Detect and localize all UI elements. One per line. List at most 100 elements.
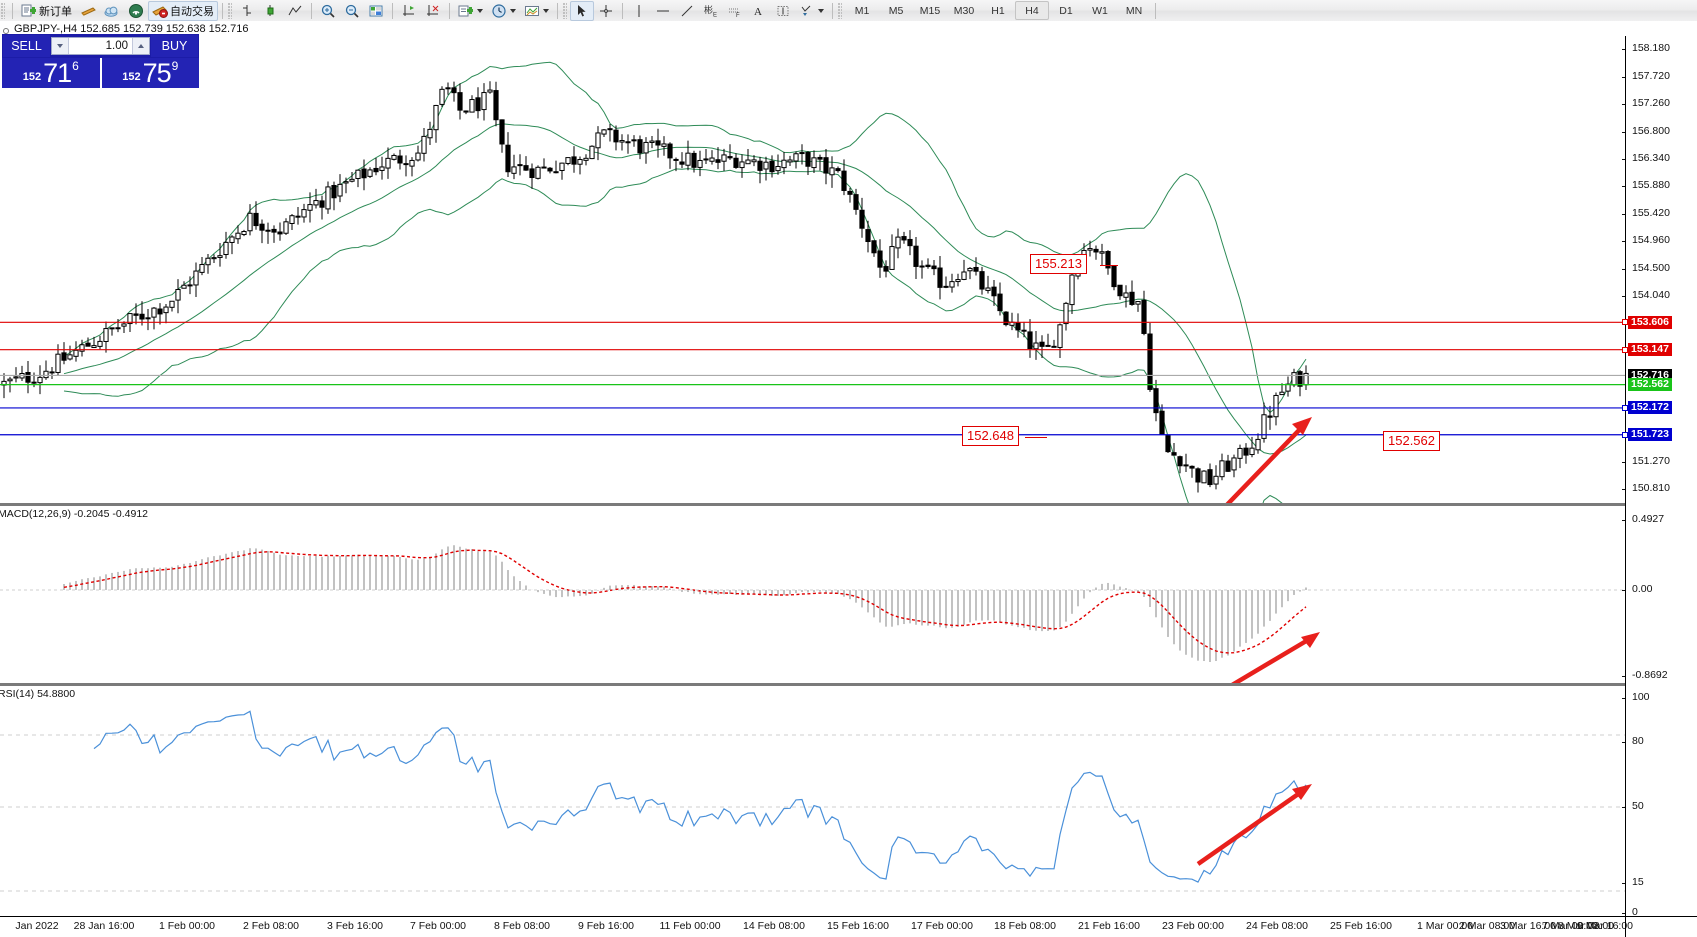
timeframe-w1[interactable]: W1 [1092,4,1108,17]
level-handle[interactable] [1622,319,1628,326]
buy-price-display[interactable]: 152 75 9 [101,58,199,88]
time-label: 25 Feb 16:00 [1330,920,1392,932]
data-window-button[interactable] [364,1,388,21]
sell-price-display[interactable]: 152 71 6 [2,58,100,88]
signals-button[interactable] [124,1,148,21]
toolbar-grip[interactable] [563,2,567,19]
toolbar-separator [622,2,623,19]
objects-button[interactable] [795,1,828,21]
one-click-trading-panel[interactable]: SELL 1.00 BUY 152 71 6 152 75 9 [2,34,199,88]
chevron-up-icon [138,44,144,48]
shift-button[interactable] [397,1,421,21]
svg-text:彬: 彬 [704,4,713,15]
periods-button[interactable] [487,1,520,21]
chevron-down-icon[interactable] [543,8,549,13]
axis-price-label-153147[interactable]: 153.147 [1628,343,1672,357]
channel-icon: F [729,8,740,19]
timeframe-m5[interactable]: M5 [888,4,904,17]
volume-increase-button[interactable] [132,38,149,54]
annotation-155213[interactable]: 155.213 [1030,254,1087,274]
buy-button[interactable]: BUY [151,35,198,57]
svg-text:A: A [754,6,762,18]
axis-tick: 0.4927 [1621,513,1664,525]
bollinger-upper-band [63,61,1307,414]
macd-trend-arrow [1231,632,1320,683]
bar-chart-button[interactable] [235,1,259,21]
toolbar-separator [222,2,223,19]
annotation-152648[interactable]: 152.648 [962,426,1019,446]
vertical-line-icon [638,4,640,17]
metaeditor-button[interactable] [100,1,124,21]
vertical-line-button[interactable] [627,1,651,21]
sell-button[interactable]: SELL [3,35,50,57]
annotation-tail [1025,437,1047,438]
chevron-down-icon[interactable] [510,8,516,13]
cursor-button[interactable] [570,0,594,21]
macd-histogram [63,545,1307,662]
chevron-down-icon[interactable] [477,8,483,13]
trendline-button[interactable] [675,1,699,21]
templates-button[interactable] [520,1,553,21]
sell-price-big: 71 [43,58,72,88]
oct-controls-row: SELL 1.00 BUY [2,34,199,58]
axis-tick: 151.270 [1622,455,1670,467]
timeframe-d1[interactable]: D1 [1059,4,1073,17]
zoom-out-button[interactable] [340,1,364,21]
timeframe-h1[interactable]: H1 [991,4,1005,17]
time-label: 14 Feb 08:00 [743,920,805,932]
level-handle[interactable] [1622,404,1628,411]
axis-price-label-152172[interactable]: 152.172 [1628,401,1672,415]
bollinger-middle-band [63,123,1307,455]
price-axis[interactable]: 158.180 157.720 157.260 156.800 156.340 155.8… [1621,36,1697,918]
macd-pane[interactable]: MACD(12,26,9) -0.2045 -0.4912 [0,507,1625,683]
shift-icon [403,4,414,16]
pane-divider-1[interactable] [0,503,1697,506]
indicators-button[interactable] [454,1,487,21]
text-button[interactable]: A [747,1,771,21]
chart-container[interactable]: 155.213 152.648 152.562 150.953 MACD(12,… [0,36,1697,925]
level-handle[interactable] [1622,346,1628,353]
timeframe-h4[interactable]: H4 [1015,1,1049,20]
horizontal-line-button[interactable] [651,1,675,21]
chevron-down-icon[interactable] [818,8,824,13]
axis-price-label-152562[interactable]: 152.562 [1628,378,1672,392]
toolbar-grip[interactable] [1,2,5,19]
fibonacci-icon: 彬 E [704,4,717,19]
level-handle[interactable] [1622,431,1628,438]
crosshair-button[interactable] [594,1,618,21]
channel-button[interactable]: F [723,1,747,21]
publisher-button[interactable] [76,1,100,21]
timeframe-mn[interactable]: MN [1125,4,1143,17]
axis-price-label-153606[interactable]: 153.606 [1628,315,1672,329]
rsi-pane[interactable]: RSI(14) 54.8800 [0,687,1625,925]
line-chart-button[interactable] [283,1,307,21]
auto-trading-button[interactable]: 自动交易 [148,0,218,21]
axis-tick: 155.880 [1622,179,1670,191]
zoom-in-button[interactable] [316,1,340,21]
time-label: 11 Feb 00:00 [659,920,721,932]
toolbar-grip[interactable] [228,2,232,19]
cursor-icon [578,4,586,16]
timeframe-m1[interactable]: M1 [854,4,870,17]
label-button[interactable] [771,1,795,21]
time-axis[interactable]: Jan 2022 28 Jan 16:00 1 Feb 00:00 2 Feb 08:… [0,916,1697,937]
annotation-152562[interactable]: 152.562 [1383,431,1440,451]
crosshair-icon [600,4,612,17]
buy-price-lead: 152 [122,71,141,83]
toolbar-grip[interactable] [838,2,842,19]
timeframe-m15[interactable]: M15 [919,4,941,17]
candlestick-button[interactable] [259,1,283,21]
time-label: 2 Feb 08:00 [242,920,300,932]
timeframe-m30[interactable]: M30 [953,4,975,17]
pane-divider-2[interactable] [0,683,1697,686]
volume-stepper[interactable]: 1.00 [51,37,150,55]
autoscroll-button[interactable] [421,1,445,21]
svg-text:F: F [736,13,740,19]
chevron-down-icon [57,44,63,48]
volume-input[interactable]: 1.00 [105,40,128,52]
new-order-button[interactable]: 新订单 [17,1,76,21]
price-pane[interactable]: 155.213 152.648 152.562 150.953 [0,36,1625,503]
volume-decrease-button[interactable] [52,38,69,54]
axis-price-label-151723[interactable]: 151.723 [1628,428,1672,442]
fibonacci-button[interactable]: 彬 E [699,1,723,21]
